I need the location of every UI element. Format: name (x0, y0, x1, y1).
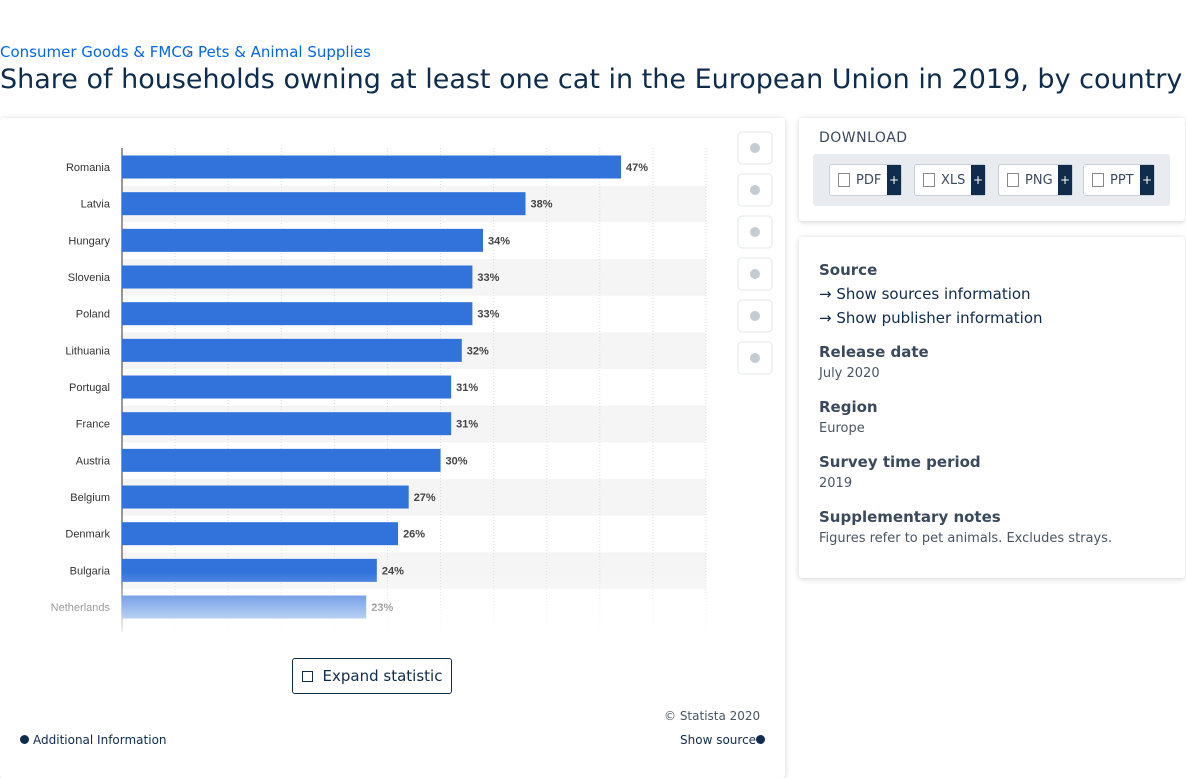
file-icon (1007, 173, 1019, 187)
bar (122, 228, 484, 252)
value-label: 34% (488, 235, 510, 247)
detail-label: Survey time period (819, 453, 981, 471)
y-tick-label: Belgium (70, 492, 110, 504)
detail-value: July 2020 (819, 366, 880, 381)
detail-label: Supplementary notes (819, 508, 1001, 526)
y-tick-label: Austria (76, 455, 111, 467)
value-label: 47% (626, 162, 648, 174)
detail-label: Release date (819, 343, 929, 361)
bar (122, 412, 452, 436)
format-label: PPT (1110, 172, 1134, 188)
show-source[interactable]: Show source (680, 733, 757, 747)
source-link[interactable]: → Show sources information (819, 285, 1031, 303)
plus[interactable]: + (971, 165, 985, 195)
y-tick-label: Lithuania (65, 345, 111, 357)
additional-info[interactable]: Additional Information (33, 733, 167, 747)
bar (122, 302, 473, 326)
value-label: 27% (414, 492, 436, 504)
value-label: 33% (477, 272, 499, 284)
file-icon (923, 173, 935, 187)
download-button[interactable]: PNG + (998, 164, 1073, 196)
tool-glyph (750, 311, 760, 321)
bar (122, 265, 473, 289)
download-title: DOWNLOAD (819, 130, 908, 146)
y-tick-label: Denmark (65, 529, 110, 541)
detail-value: 2019 (819, 476, 853, 491)
bar (122, 522, 399, 546)
expand-icon (301, 670, 313, 682)
tool-glyph (750, 353, 760, 363)
format-label: PNG (1025, 172, 1053, 188)
link-text[interactable]: Show sources information (836, 285, 1031, 303)
bar (122, 375, 452, 399)
y-tick-label: Slovenia (68, 272, 111, 284)
info-icon (756, 735, 765, 744)
expand-label: Expand statistic (322, 667, 443, 685)
y-tick-label: Poland (76, 309, 110, 321)
format-label: XLS (941, 172, 966, 188)
expand-button[interactable]: Expand statistic (292, 658, 452, 694)
page: Consumer Goods & FMCG › Pets & Animal Su… (0, 43, 1185, 747)
bar (122, 192, 526, 216)
download-button[interactable]: XLS + (914, 164, 986, 196)
tool-glyph (750, 227, 760, 237)
value-label: 38% (530, 199, 552, 211)
link-text[interactable]: Show publisher information (836, 309, 1043, 327)
publisher-link[interactable]: → Show publisher information (819, 309, 1043, 327)
bar (122, 155, 622, 179)
bar (122, 338, 462, 362)
plus[interactable]: + (1058, 165, 1072, 195)
bar (122, 485, 409, 509)
tool-glyph (750, 143, 760, 153)
download-card: DOWNLOAD PDF + XLS + PNG + PPT + (799, 118, 1185, 221)
chart: Romania 47% Latvia 38% Hungary 34% Slovenia 33%… (0, 131, 773, 642)
value-label: 33% (477, 309, 499, 321)
download-button[interactable]: PDF + (829, 164, 902, 196)
file-icon (838, 173, 850, 187)
copyright: © Statista 2020 (664, 709, 761, 723)
value-label: 30% (446, 455, 468, 467)
tool-glyph (750, 269, 760, 279)
tool-icons (737, 131, 773, 375)
y-tick-label: Latvia (81, 199, 111, 211)
detail-value: Figures refer to pet animals. Excludes s… (819, 531, 1113, 546)
breadcrumb[interactable]: Pets & Animal Supplies (198, 43, 371, 61)
plus[interactable]: + (887, 165, 901, 195)
tool-glyph (750, 185, 760, 195)
breadcrumb-sep: › (186, 43, 192, 61)
value-label: 31% (456, 419, 478, 431)
bar (122, 448, 441, 472)
y-tick-label: Hungary (68, 235, 110, 247)
plus[interactable]: + (1140, 165, 1154, 195)
source-heading: Source (819, 261, 878, 279)
page-title: Share of households owning at least one … (0, 64, 1183, 95)
file-icon (1092, 173, 1104, 187)
value-label: 32% (467, 345, 489, 357)
format-label: PDF (856, 172, 882, 188)
value-label: 31% (456, 382, 478, 394)
fade (0, 572, 716, 642)
breadcrumb[interactable]: Consumer Goods & FMCG (0, 43, 194, 61)
detail-label: Region (819, 398, 878, 416)
detail-value: Europe (819, 421, 865, 436)
chart-card: Romania 47% Latvia 38% Hungary 34% Slovenia 33%… (0, 118, 785, 778)
y-tick-label: Portugal (69, 382, 110, 394)
y-tick-label: Romania (66, 162, 111, 174)
download-button[interactable]: PPT + (1083, 164, 1155, 196)
info-icon (20, 735, 29, 744)
value-label: 26% (403, 529, 425, 541)
y-tick-label: France (76, 419, 110, 431)
details-card: Source → Show sources information → Show… (799, 237, 1185, 578)
